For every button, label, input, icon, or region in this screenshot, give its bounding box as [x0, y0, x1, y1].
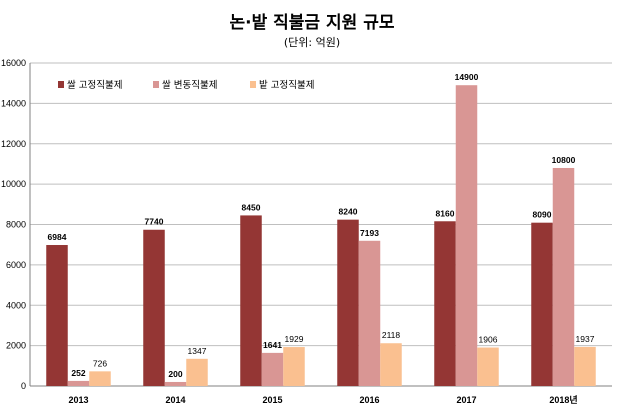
legend: 쌀 고정직불제 쌀 변동직불제 밭 고정직불제	[58, 80, 314, 91]
y-tick-label: 4000	[6, 300, 26, 310]
bar	[552, 167, 575, 386]
y-tick-label: 0	[21, 381, 26, 391]
x-axis: 2013 2014 2015 2016 2017 2018년	[68, 394, 577, 405]
bar	[455, 85, 478, 387]
legend-label: 밭 고정직불제	[259, 80, 314, 91]
legend-swatch	[153, 81, 159, 88]
bars	[46, 85, 596, 387]
category-label: 2013	[68, 395, 88, 405]
bar	[380, 343, 402, 386]
data-label: 6984	[48, 232, 67, 242]
y-tick-label: 6000	[6, 260, 26, 270]
data-label: 726	[93, 358, 107, 368]
legend-swatch	[58, 81, 64, 88]
data-label: 252	[71, 368, 85, 378]
bar	[337, 219, 359, 386]
y-tick-label: 16000	[1, 58, 26, 68]
bar	[574, 346, 596, 386]
legend-label: 쌀 변동직불제	[162, 80, 217, 91]
y-tick-label: 10000	[1, 179, 26, 189]
y-tick-label: 8000	[6, 220, 26, 230]
data-label: 8160	[436, 208, 455, 218]
bar	[261, 352, 284, 386]
data-label: 7740	[145, 217, 164, 227]
data-label: 1347	[188, 346, 207, 356]
bar	[186, 358, 208, 386]
data-label: 2118	[382, 330, 401, 340]
category-label: 2015	[262, 395, 282, 405]
data-label: 7193	[360, 228, 379, 238]
data-label: 1929	[285, 334, 304, 344]
chart-title: 논·밭 직불금 지원 규모	[229, 13, 395, 33]
legend-label: 쌀 고정직불제	[67, 80, 122, 91]
bar	[46, 245, 68, 386]
data-label: 200	[168, 369, 182, 379]
category-label: 2014	[165, 395, 185, 405]
bar	[358, 240, 381, 386]
category-label: 2017	[456, 395, 476, 405]
category-label: 2018년	[549, 394, 577, 405]
bar	[240, 215, 262, 386]
bar	[143, 229, 165, 386]
chart-subtitle: (단위: 억원)	[283, 36, 341, 49]
category-label: 2016	[359, 395, 379, 405]
y-tick-label: 2000	[6, 341, 26, 351]
bar	[283, 347, 305, 386]
data-label: 10800	[552, 155, 576, 165]
data-label: 14900	[455, 72, 479, 82]
y-tick-label: 14000	[1, 98, 26, 108]
bar	[67, 380, 90, 386]
legend-swatch	[250, 81, 256, 88]
data-label: 1641	[263, 340, 282, 350]
bar	[164, 381, 187, 386]
bar	[531, 222, 553, 386]
bar	[89, 371, 111, 386]
data-label: 8240	[339, 207, 358, 217]
bar	[434, 221, 456, 386]
data-label: 8090	[533, 210, 552, 220]
y-axis: 0 2000 4000 6000 8000 10000 12000 14000 16000	[1, 58, 612, 391]
data-label: 1906	[479, 335, 498, 345]
data-label: 1937	[576, 334, 595, 344]
y-tick-label: 12000	[1, 139, 26, 149]
data-label: 8450	[242, 202, 261, 212]
gridlines	[30, 62, 612, 387]
bar	[477, 347, 499, 386]
